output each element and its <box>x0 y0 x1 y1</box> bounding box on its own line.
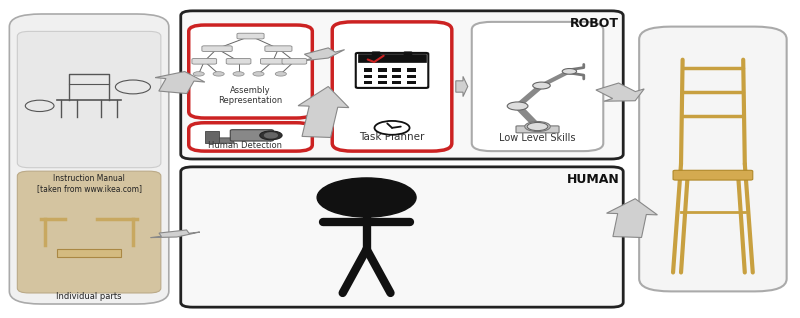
FancyBboxPatch shape <box>192 59 217 64</box>
FancyBboxPatch shape <box>639 27 786 291</box>
FancyBboxPatch shape <box>372 52 380 58</box>
Circle shape <box>562 69 577 74</box>
FancyBboxPatch shape <box>406 81 415 85</box>
Polygon shape <box>155 72 205 93</box>
Polygon shape <box>150 230 200 238</box>
FancyBboxPatch shape <box>516 126 559 133</box>
Circle shape <box>374 121 410 135</box>
FancyBboxPatch shape <box>230 130 274 141</box>
Polygon shape <box>215 138 234 143</box>
FancyBboxPatch shape <box>282 59 306 64</box>
FancyBboxPatch shape <box>18 171 161 293</box>
Text: Individual parts: Individual parts <box>56 292 122 301</box>
FancyBboxPatch shape <box>57 249 121 257</box>
FancyBboxPatch shape <box>393 81 401 85</box>
Polygon shape <box>302 48 345 61</box>
Polygon shape <box>456 76 468 97</box>
FancyBboxPatch shape <box>181 11 623 159</box>
Text: HUMAN: HUMAN <box>566 173 619 186</box>
Polygon shape <box>298 86 349 137</box>
FancyBboxPatch shape <box>378 81 387 85</box>
FancyBboxPatch shape <box>404 52 412 58</box>
Text: Task Planner: Task Planner <box>359 132 425 142</box>
Circle shape <box>275 72 286 76</box>
FancyBboxPatch shape <box>265 46 292 52</box>
Circle shape <box>527 122 548 131</box>
FancyBboxPatch shape <box>358 54 426 62</box>
FancyBboxPatch shape <box>261 59 285 64</box>
FancyBboxPatch shape <box>364 81 373 85</box>
FancyBboxPatch shape <box>406 68 415 72</box>
Polygon shape <box>596 83 644 101</box>
FancyBboxPatch shape <box>406 75 415 78</box>
FancyBboxPatch shape <box>18 31 161 168</box>
Circle shape <box>533 82 550 89</box>
FancyBboxPatch shape <box>378 68 387 72</box>
FancyBboxPatch shape <box>332 22 452 151</box>
Circle shape <box>233 72 244 76</box>
FancyBboxPatch shape <box>393 75 401 78</box>
FancyBboxPatch shape <box>673 170 753 180</box>
Polygon shape <box>606 199 658 238</box>
Circle shape <box>507 102 528 110</box>
FancyBboxPatch shape <box>202 46 232 52</box>
Text: Instruction Manual
[taken from www.ikea.com]: Instruction Manual [taken from www.ikea.… <box>37 174 142 193</box>
Text: ROBOT: ROBOT <box>570 17 619 30</box>
Text: Low Level Skills: Low Level Skills <box>499 133 576 143</box>
FancyBboxPatch shape <box>364 75 373 78</box>
Circle shape <box>265 133 278 138</box>
Text: Assembly
Representation: Assembly Representation <box>218 86 282 105</box>
Circle shape <box>193 72 204 76</box>
FancyBboxPatch shape <box>189 25 312 118</box>
FancyBboxPatch shape <box>189 123 312 151</box>
Circle shape <box>253 72 264 76</box>
FancyBboxPatch shape <box>378 75 387 78</box>
FancyBboxPatch shape <box>226 59 251 64</box>
FancyBboxPatch shape <box>181 167 623 307</box>
FancyBboxPatch shape <box>237 33 264 39</box>
FancyBboxPatch shape <box>364 68 373 72</box>
Text: Human Detection: Human Detection <box>208 141 282 149</box>
FancyBboxPatch shape <box>10 14 169 304</box>
Circle shape <box>317 178 416 217</box>
FancyBboxPatch shape <box>356 53 428 88</box>
Circle shape <box>525 121 550 132</box>
Bar <box>205 131 219 143</box>
FancyBboxPatch shape <box>472 22 603 151</box>
FancyBboxPatch shape <box>393 68 401 72</box>
Circle shape <box>213 72 224 76</box>
Circle shape <box>260 131 282 140</box>
